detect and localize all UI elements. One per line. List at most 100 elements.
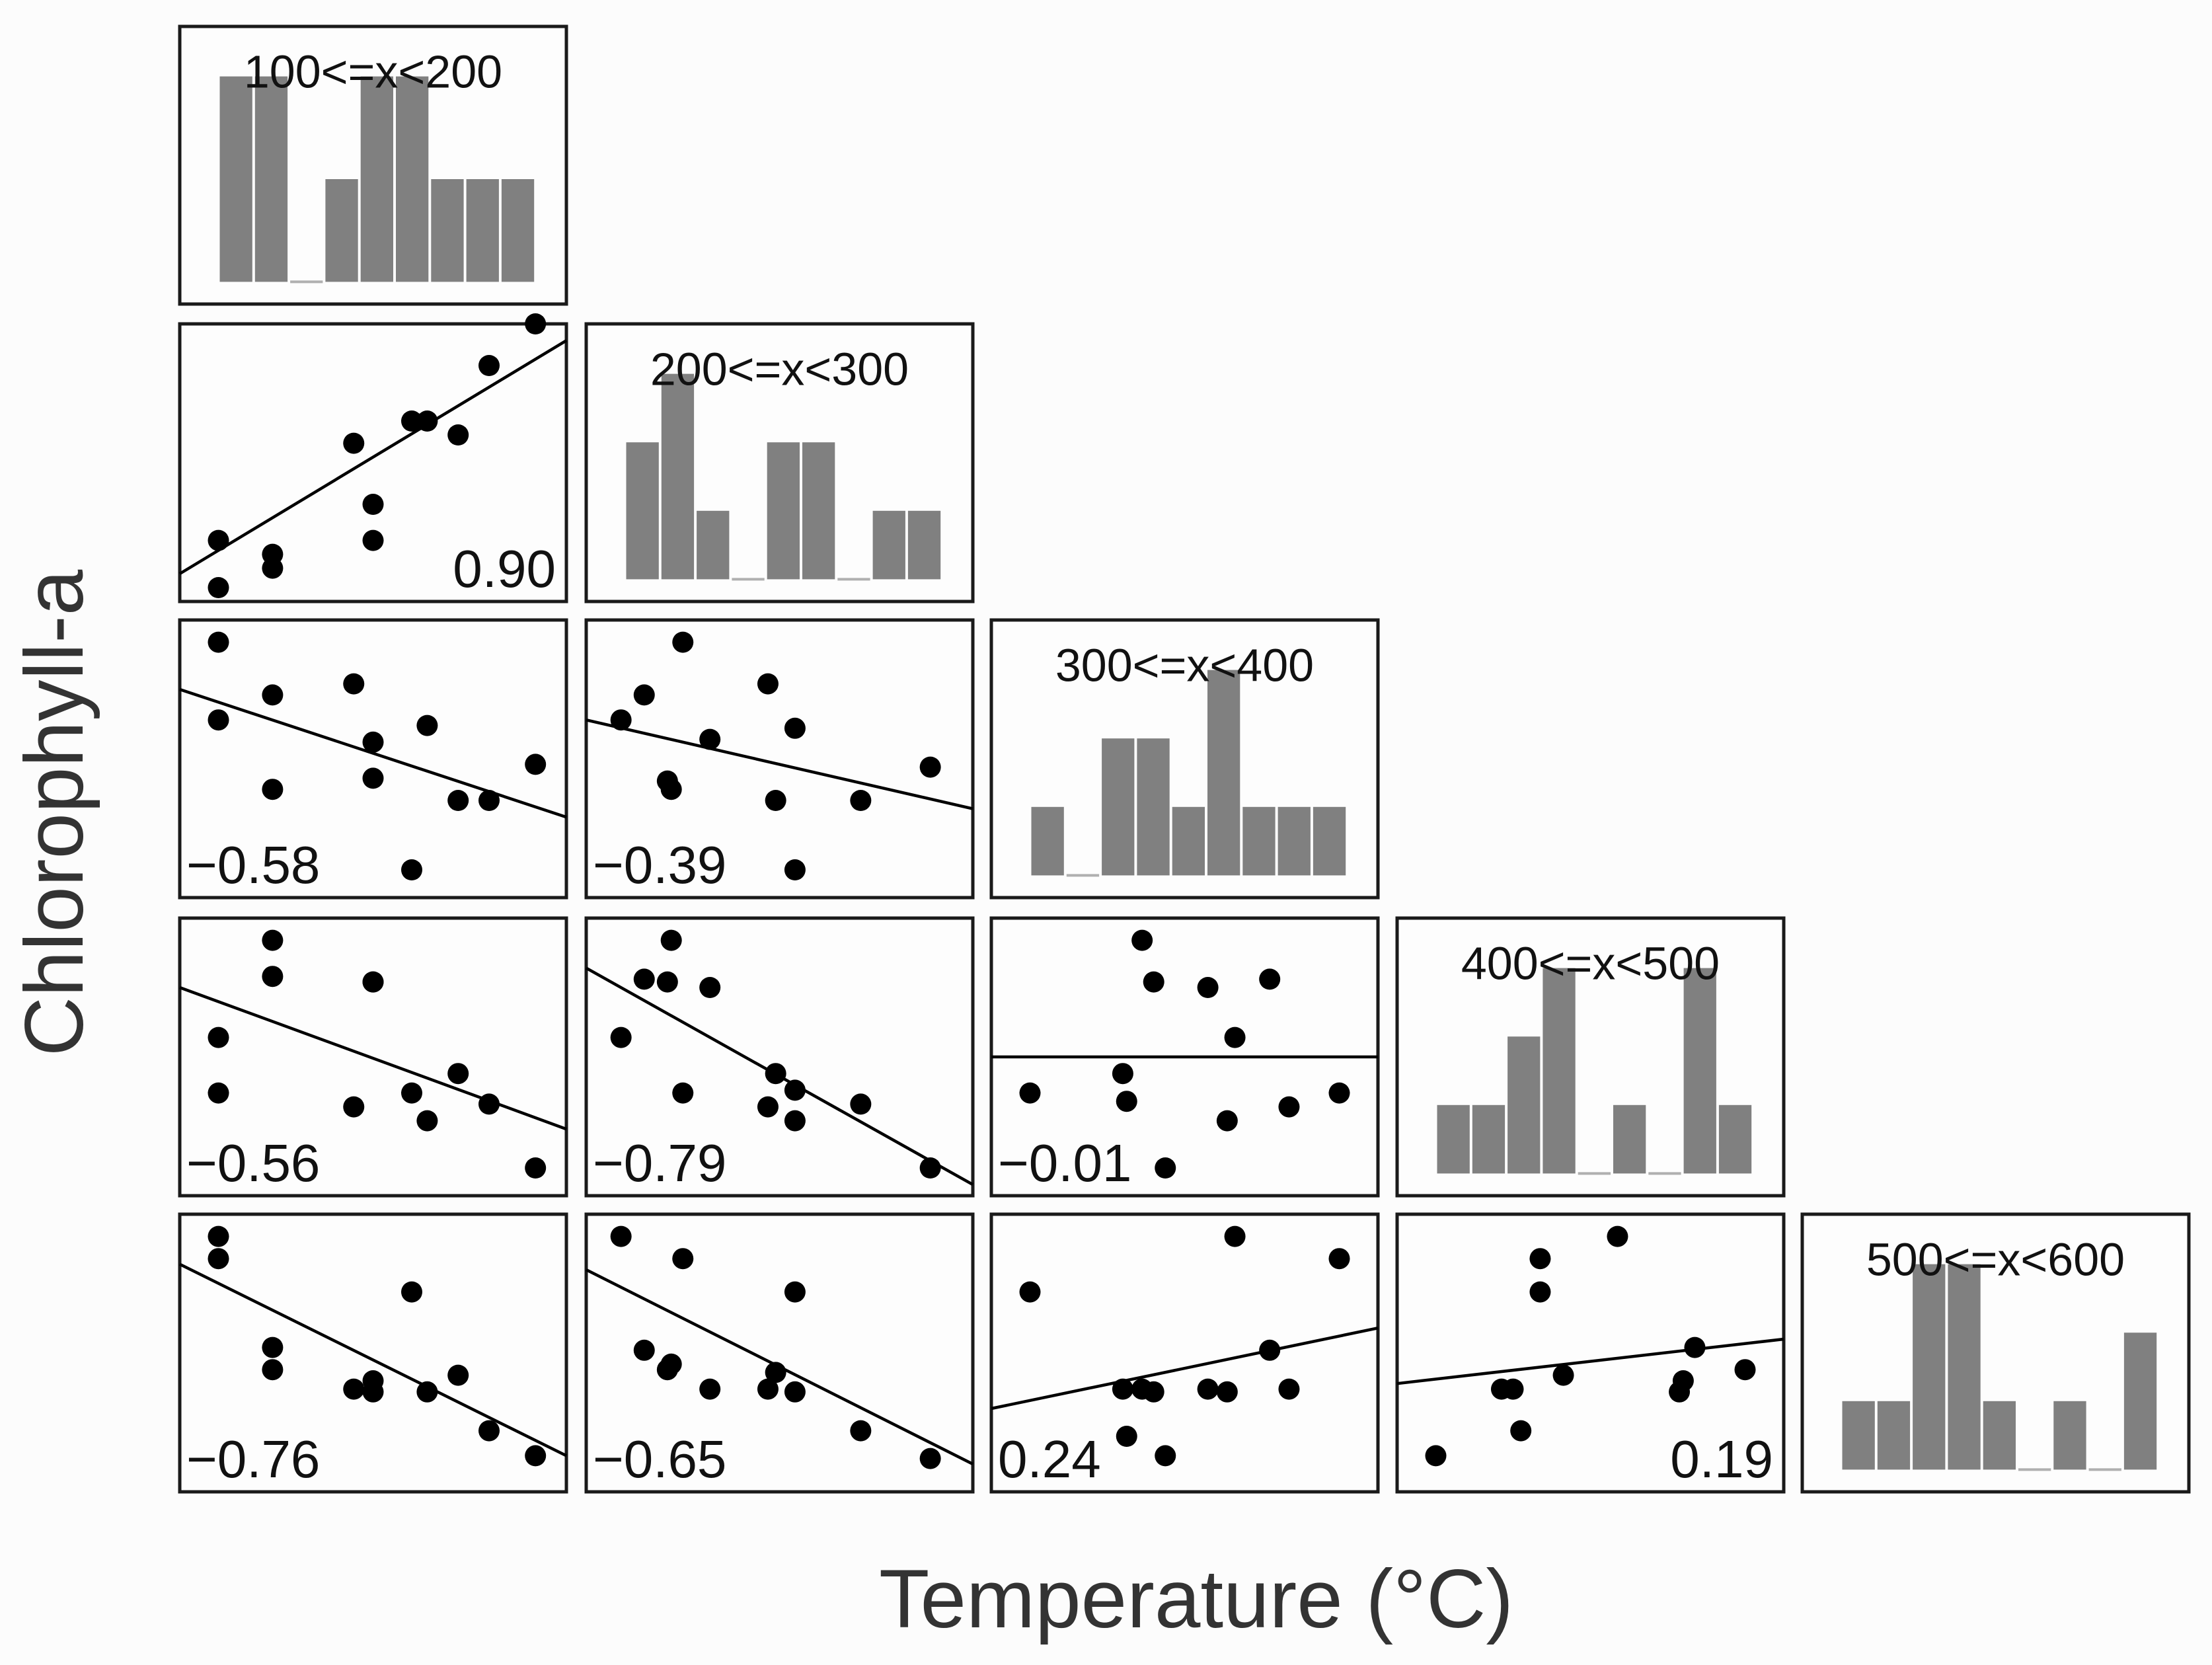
- data-point: [919, 756, 941, 778]
- histogram-bar: [396, 76, 429, 282]
- data-point: [1224, 1026, 1246, 1048]
- variable-label: 100<=x<200: [244, 46, 502, 97]
- data-point: [401, 859, 422, 880]
- data-point: [362, 767, 384, 789]
- variable-label: 200<=x<300: [650, 343, 909, 395]
- correlation-label: −0.58: [186, 835, 320, 894]
- data-point: [1155, 1445, 1176, 1467]
- histogram-bar: [2123, 1333, 2157, 1470]
- data-point: [1328, 1248, 1350, 1270]
- regression-line: [991, 1326, 1379, 1411]
- data-point: [262, 557, 284, 579]
- data-point: [262, 929, 284, 951]
- histogram-bar: [1983, 1401, 2016, 1470]
- histogram-bar: [1207, 670, 1240, 876]
- data-point: [919, 1157, 941, 1179]
- data-point: [208, 577, 229, 598]
- histogram-bar: [802, 442, 835, 580]
- histogram-bar: [1842, 1401, 1875, 1470]
- data-point: [525, 1157, 547, 1179]
- data-point: [1112, 1378, 1133, 1400]
- data-point: [699, 1378, 721, 1400]
- correlation-label: 0.24: [998, 1430, 1101, 1489]
- data-point: [1197, 1378, 1219, 1400]
- data-point: [672, 631, 694, 653]
- data-point: [401, 1082, 422, 1104]
- data-point: [757, 673, 779, 695]
- data-point: [343, 1378, 365, 1400]
- data-point: [1019, 1281, 1041, 1303]
- data-point: [757, 1096, 779, 1118]
- regression-line: [178, 339, 568, 575]
- regression-line: [586, 718, 973, 810]
- correlation-label: 0.19: [1670, 1430, 1773, 1489]
- histogram-bar: [1242, 806, 1276, 876]
- panel-frame-scatter-1: [178, 322, 568, 603]
- histogram-bar: [2053, 1401, 2086, 1470]
- histogram-bar: [1313, 806, 1346, 876]
- data-point: [1019, 1082, 1041, 1104]
- data-point: [1734, 1359, 1756, 1381]
- histogram-bar: [1031, 806, 1064, 876]
- correlation-label: −0.39: [593, 835, 726, 894]
- data-point: [660, 779, 682, 800]
- data-point: [416, 715, 438, 736]
- data-point: [1259, 968, 1281, 990]
- data-point: [1216, 1110, 1238, 1132]
- regression-line: [179, 687, 567, 819]
- histogram-bar: [1718, 1104, 1752, 1174]
- data-point: [208, 529, 229, 551]
- variable-label: 500<=x<600: [1866, 1233, 2125, 1285]
- correlation-label: −0.79: [593, 1134, 726, 1192]
- regression-line: [179, 1262, 567, 1457]
- data-point: [208, 709, 229, 731]
- correlation-label: 0.90: [453, 539, 556, 598]
- histogram-bar: [661, 373, 695, 580]
- data-point: [362, 1370, 384, 1391]
- data-point: [262, 684, 284, 706]
- data-point: [850, 790, 872, 811]
- data-point: [416, 1110, 438, 1132]
- variable-label: 300<=x<400: [1055, 639, 1314, 691]
- histogram-bar: [1683, 968, 1716, 1174]
- data-point: [1607, 1225, 1628, 1247]
- data-point: [416, 410, 438, 432]
- histogram-bar: [1913, 1264, 1946, 1470]
- histogram-bar: [1172, 806, 1205, 876]
- data-point: [343, 673, 365, 695]
- histogram-bar: [1278, 806, 1311, 876]
- data-point: [1259, 1339, 1281, 1361]
- panel-frame-scatter-9: [989, 1212, 1380, 1494]
- data-point: [765, 790, 786, 811]
- data-point: [1684, 1336, 1706, 1358]
- data-point: [784, 1281, 806, 1303]
- data-point: [525, 313, 547, 334]
- data-point: [850, 1093, 872, 1115]
- data-point: [262, 966, 284, 987]
- histogram-bar: [466, 179, 499, 282]
- data-point: [850, 1420, 872, 1442]
- histogram-bar: [1137, 738, 1170, 876]
- data-point: [208, 1248, 229, 1270]
- data-point: [633, 684, 655, 706]
- data-point: [672, 1248, 694, 1270]
- panel-frame-scatter-10: [1395, 1212, 1786, 1494]
- data-point: [1143, 971, 1164, 993]
- histogram-bar: [1613, 1104, 1646, 1174]
- data-point: [447, 1364, 469, 1386]
- histogram-bar: [1507, 1036, 1541, 1174]
- histogram-bar: [254, 76, 288, 282]
- data-point: [447, 1063, 469, 1085]
- panel-frame-scatter-2: [178, 618, 568, 900]
- data-point: [1112, 1063, 1133, 1085]
- data-point: [525, 1445, 547, 1467]
- data-point: [525, 754, 547, 775]
- correlation-label: −0.76: [186, 1430, 320, 1489]
- variable-label: 400<=x<500: [1461, 937, 1720, 989]
- data-point: [1116, 1426, 1137, 1447]
- data-point: [656, 971, 678, 993]
- data-point: [919, 1448, 941, 1469]
- correlation-label: −0.01: [998, 1134, 1131, 1192]
- histogram-bar: [219, 76, 252, 282]
- data-point: [672, 1082, 694, 1104]
